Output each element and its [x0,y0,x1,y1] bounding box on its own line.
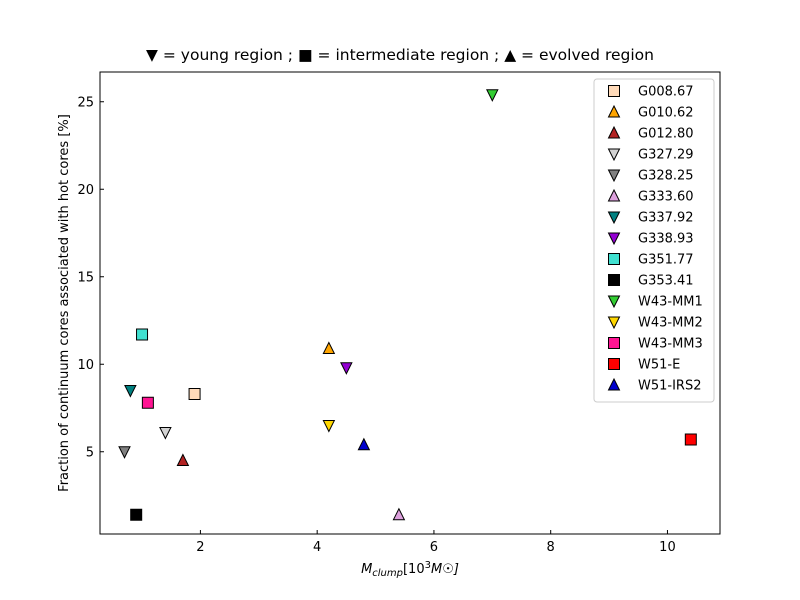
legend-marker-g337.92 [607,211,621,225]
legend-label-w43-mm1: W43-MM1 [638,295,703,310]
legend-label-g338.93: G338.93 [638,232,694,247]
y-axis-label: Fraction of continuum cores associated w… [57,114,72,492]
data-point-g328.25 [118,446,131,459]
legend-marker-w43-mm1 [607,295,621,309]
y-tick-label-3: 20 [77,183,94,198]
y-tick-label-2: 15 [77,270,94,285]
legend-label-g333.60: G333.60 [638,190,694,205]
legend-label-w51-irs2: W51-IRS2 [638,379,701,394]
x-tick-label-0: 2 [196,540,204,555]
data-point-g010.62 [322,341,336,354]
legend-marker-g012.80 [607,125,621,139]
data-point-g338.93 [340,362,353,375]
x-axis-label-exponent: 3 [425,560,431,571]
legend-label-g012.80: G012.80 [638,127,694,142]
data-point-g353.41 [130,508,143,521]
legend-label-g337.92: G337.92 [638,211,694,226]
x-axis-label-subscript: clump [372,568,403,579]
data-point-w43-mm1 [486,89,499,102]
data-point-g012.80 [176,453,190,466]
legend-label-g327.29: G327.29 [638,148,694,163]
legend-marker-g327.29 [607,148,621,162]
legend-box [593,78,715,403]
legend-label-w43-mm2: W43-MM2 [638,316,703,331]
y-tick-label-0: 5 [86,445,94,460]
data-point-w51-irs2 [357,437,371,451]
x-axis-label-unit: [10 [403,562,425,577]
legend-marker-w43-mm3 [608,337,620,349]
y-tick-label-4: 25 [77,95,94,110]
axis-tick-labels: 2 4 6 8 10 5 10 15 20 25 [77,95,675,555]
svg-text:Mclump[103M☉]: Mclump[103M☉] [361,560,459,579]
legend-marker-g328.25 [607,169,621,183]
data-points [118,89,697,521]
legend-marker-w43-mm2 [607,316,621,330]
x-tick-label-3: 8 [547,540,555,555]
data-point-g327.29 [159,427,172,440]
chart-title: ▼ = young region ; ■ = intermediate regi… [146,46,654,64]
legend-marker-w51-e [608,358,620,370]
legend-marker-w51-irs2 [607,377,621,391]
legend-marker-g351.77 [608,253,620,265]
x-tick-label-2: 6 [430,540,438,555]
legend-marker-g010.62 [607,104,621,118]
legend-marker-g333.60 [607,188,621,202]
data-point-g008.67 [188,388,201,400]
legend-label-g353.41: G353.41 [638,274,694,289]
legend-label-g351.77: G351.77 [638,253,694,268]
data-point-w43-mm3 [141,396,154,409]
data-point-g333.60 [392,507,406,521]
legend-label-w43-mm3: W43-MM3 [638,337,703,352]
x-axis-label-main: M [361,562,372,577]
axis-ticks [100,101,668,534]
legend-label-w51-e: W51-E [638,358,680,373]
legend-marker-g353.41 [608,274,620,286]
data-point-w51-e [684,433,697,446]
x-axis-label: Mclump[103M☉] [361,560,459,579]
legend-marker-g008.67 [608,85,620,97]
data-point-g337.92 [124,385,137,398]
data-point-w43-mm2 [322,420,336,433]
data-point-g351.77 [136,328,149,341]
x-tick-label-1: 4 [313,540,321,555]
legend: G008.67 G010.62 G012.80 G327.29 G328.25 G333.… [593,78,715,403]
legend-marker-g338.93 [607,232,621,246]
legend-label-g010.62: G010.62 [638,106,694,121]
legend-label-g328.25: G328.25 [638,169,694,184]
legend-label-g008.67: G008.67 [638,85,694,100]
x-tick-label-4: 10 [659,540,676,555]
x-axis-label-tail: M☉] [431,562,459,577]
plot-frame [99,71,721,535]
y-tick-label-1: 10 [77,358,94,373]
